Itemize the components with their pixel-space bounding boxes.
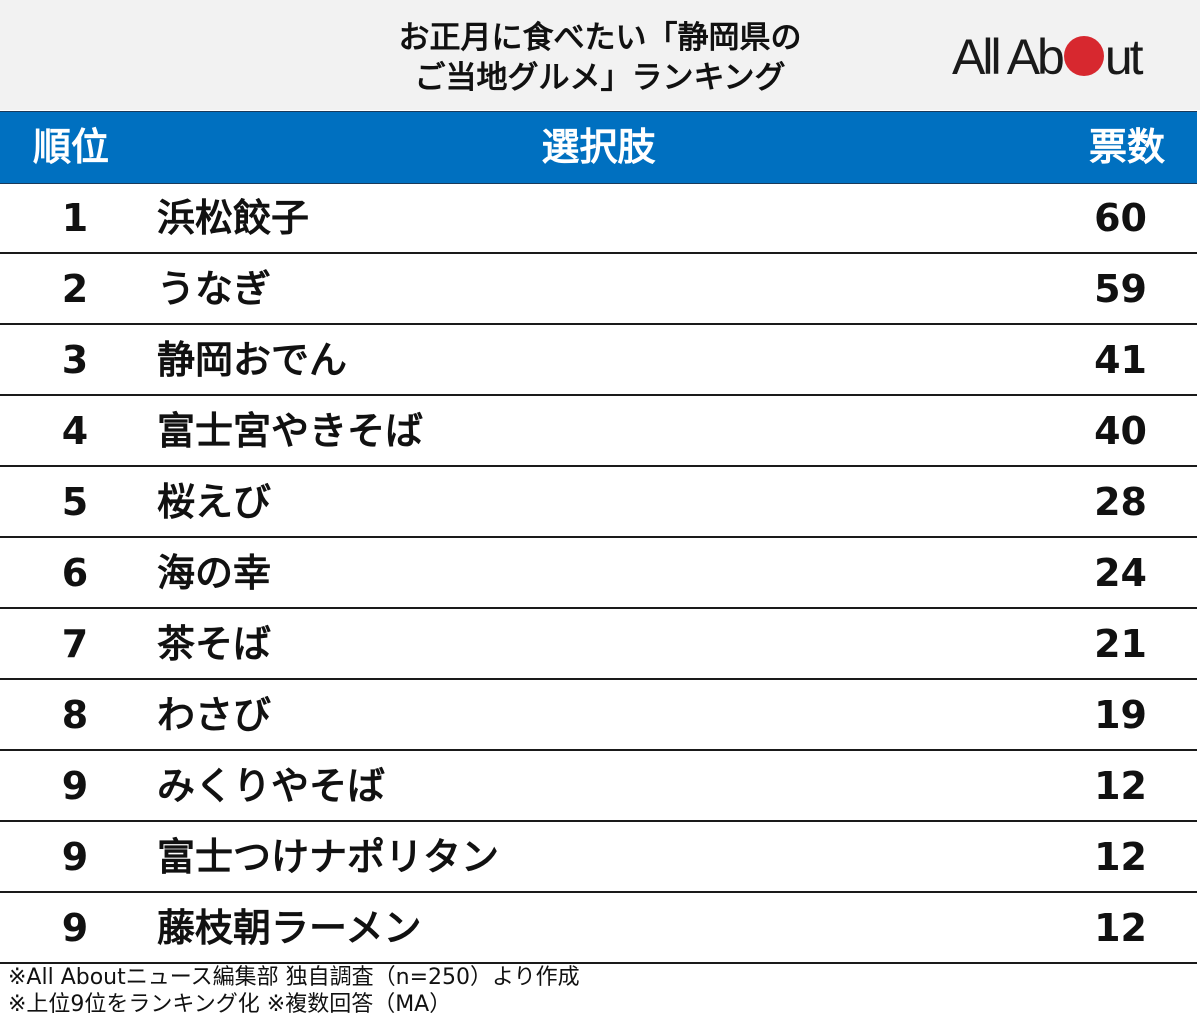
table-row: 4 富士宮やきそば 40 <box>0 396 1197 467</box>
choice-cell: 静岡おでん <box>157 338 348 382</box>
votes-cell: 59 <box>1094 267 1147 311</box>
column-header-choice: 選択肢 <box>541 125 656 169</box>
votes-cell: 24 <box>1094 551 1147 595</box>
votes-cell: 40 <box>1094 409 1147 453</box>
choice-cell: 藤枝朝ラーメン <box>157 906 422 950</box>
title-banner: お正月に食べたい「静岡県の ご当地グルメ」ランキング All Ab ut <box>0 0 1200 110</box>
logo-text-start: All Ab <box>952 29 1065 85</box>
rank-cell: 6 <box>61 551 89 595</box>
rank-cell: 9 <box>61 906 89 950</box>
votes-cell: 19 <box>1094 693 1147 737</box>
choice-cell: みくりやそば <box>157 764 386 808</box>
rank-cell: 4 <box>61 409 89 453</box>
votes-cell: 41 <box>1094 338 1147 382</box>
votes-cell: 21 <box>1094 622 1147 666</box>
column-header-votes: 票数 <box>1088 125 1165 169</box>
rank-cell: 2 <box>61 267 89 311</box>
choice-cell: 浜松餃子 <box>157 196 310 240</box>
table-row: 5 桜えび 28 <box>0 467 1197 538</box>
table-row: 9 富士つけナポリタン 12 <box>0 822 1197 893</box>
votes-cell: 60 <box>1094 196 1147 240</box>
chart-title: お正月に食べたい「静岡県の ご当地グルメ」ランキング <box>290 18 910 98</box>
column-header-rank: 順位 <box>33 125 110 169</box>
footnote-source: ※All Aboutニュース編集部 独自調査（n=250）より作成 <box>8 965 580 990</box>
table-header: 選択肢 順位 票数 <box>0 111 1197 184</box>
choice-cell: 桜えび <box>157 480 272 524</box>
votes-cell: 28 <box>1094 480 1147 524</box>
ranking-table-body: 1 浜松餃子 60 2 うなぎ 59 3 静岡おでん 41 4 富士宮やきそば 40 5 桜えび 2… <box>0 183 1197 964</box>
logo-text-end: ut <box>1104 29 1144 85</box>
footnote-method: ※上位9位をランキング化 ※複数回答（MA） <box>8 992 452 1017</box>
choice-cell: わさび <box>157 693 272 737</box>
logo-red-dot-icon <box>1063 36 1104 76</box>
footnotes: ※All Aboutニュース編集部 独自調査（n=250）より作成 ※上位9位を… <box>8 964 580 1018</box>
table-row: 1 浜松餃子 60 <box>0 183 1197 254</box>
table-row: 6 海の幸 24 <box>0 538 1197 609</box>
table-row: 2 うなぎ 59 <box>0 254 1197 325</box>
table-row: 7 茶そば 21 <box>0 609 1197 680</box>
rank-cell: 8 <box>61 693 89 737</box>
title-line-2: ご当地グルメ」ランキング <box>414 60 786 96</box>
choice-cell: 富士宮やきそば <box>157 409 424 453</box>
table-row: 9 藤枝朝ラーメン 12 <box>0 893 1197 964</box>
title-line-1: お正月に食べたい「静岡県の <box>398 20 802 56</box>
rank-cell: 9 <box>61 835 89 879</box>
rank-cell: 1 <box>61 196 89 240</box>
choice-cell: 茶そば <box>157 622 272 666</box>
allabout-logo: All Ab ut <box>952 29 1144 85</box>
rank-cell: 7 <box>61 622 89 666</box>
choice-cell: うなぎ <box>157 267 272 311</box>
votes-cell: 12 <box>1094 835 1147 879</box>
rank-cell: 3 <box>61 338 89 382</box>
table-row: 9 みくりやそば 12 <box>0 751 1197 822</box>
rank-cell: 5 <box>61 480 89 524</box>
choice-cell: 海の幸 <box>157 551 272 595</box>
table-row: 3 静岡おでん 41 <box>0 325 1197 396</box>
rank-cell: 9 <box>61 764 89 808</box>
votes-cell: 12 <box>1094 906 1147 950</box>
table-row: 8 わさび 19 <box>0 680 1197 751</box>
choice-cell: 富士つけナポリタン <box>157 835 500 879</box>
votes-cell: 12 <box>1094 764 1147 808</box>
